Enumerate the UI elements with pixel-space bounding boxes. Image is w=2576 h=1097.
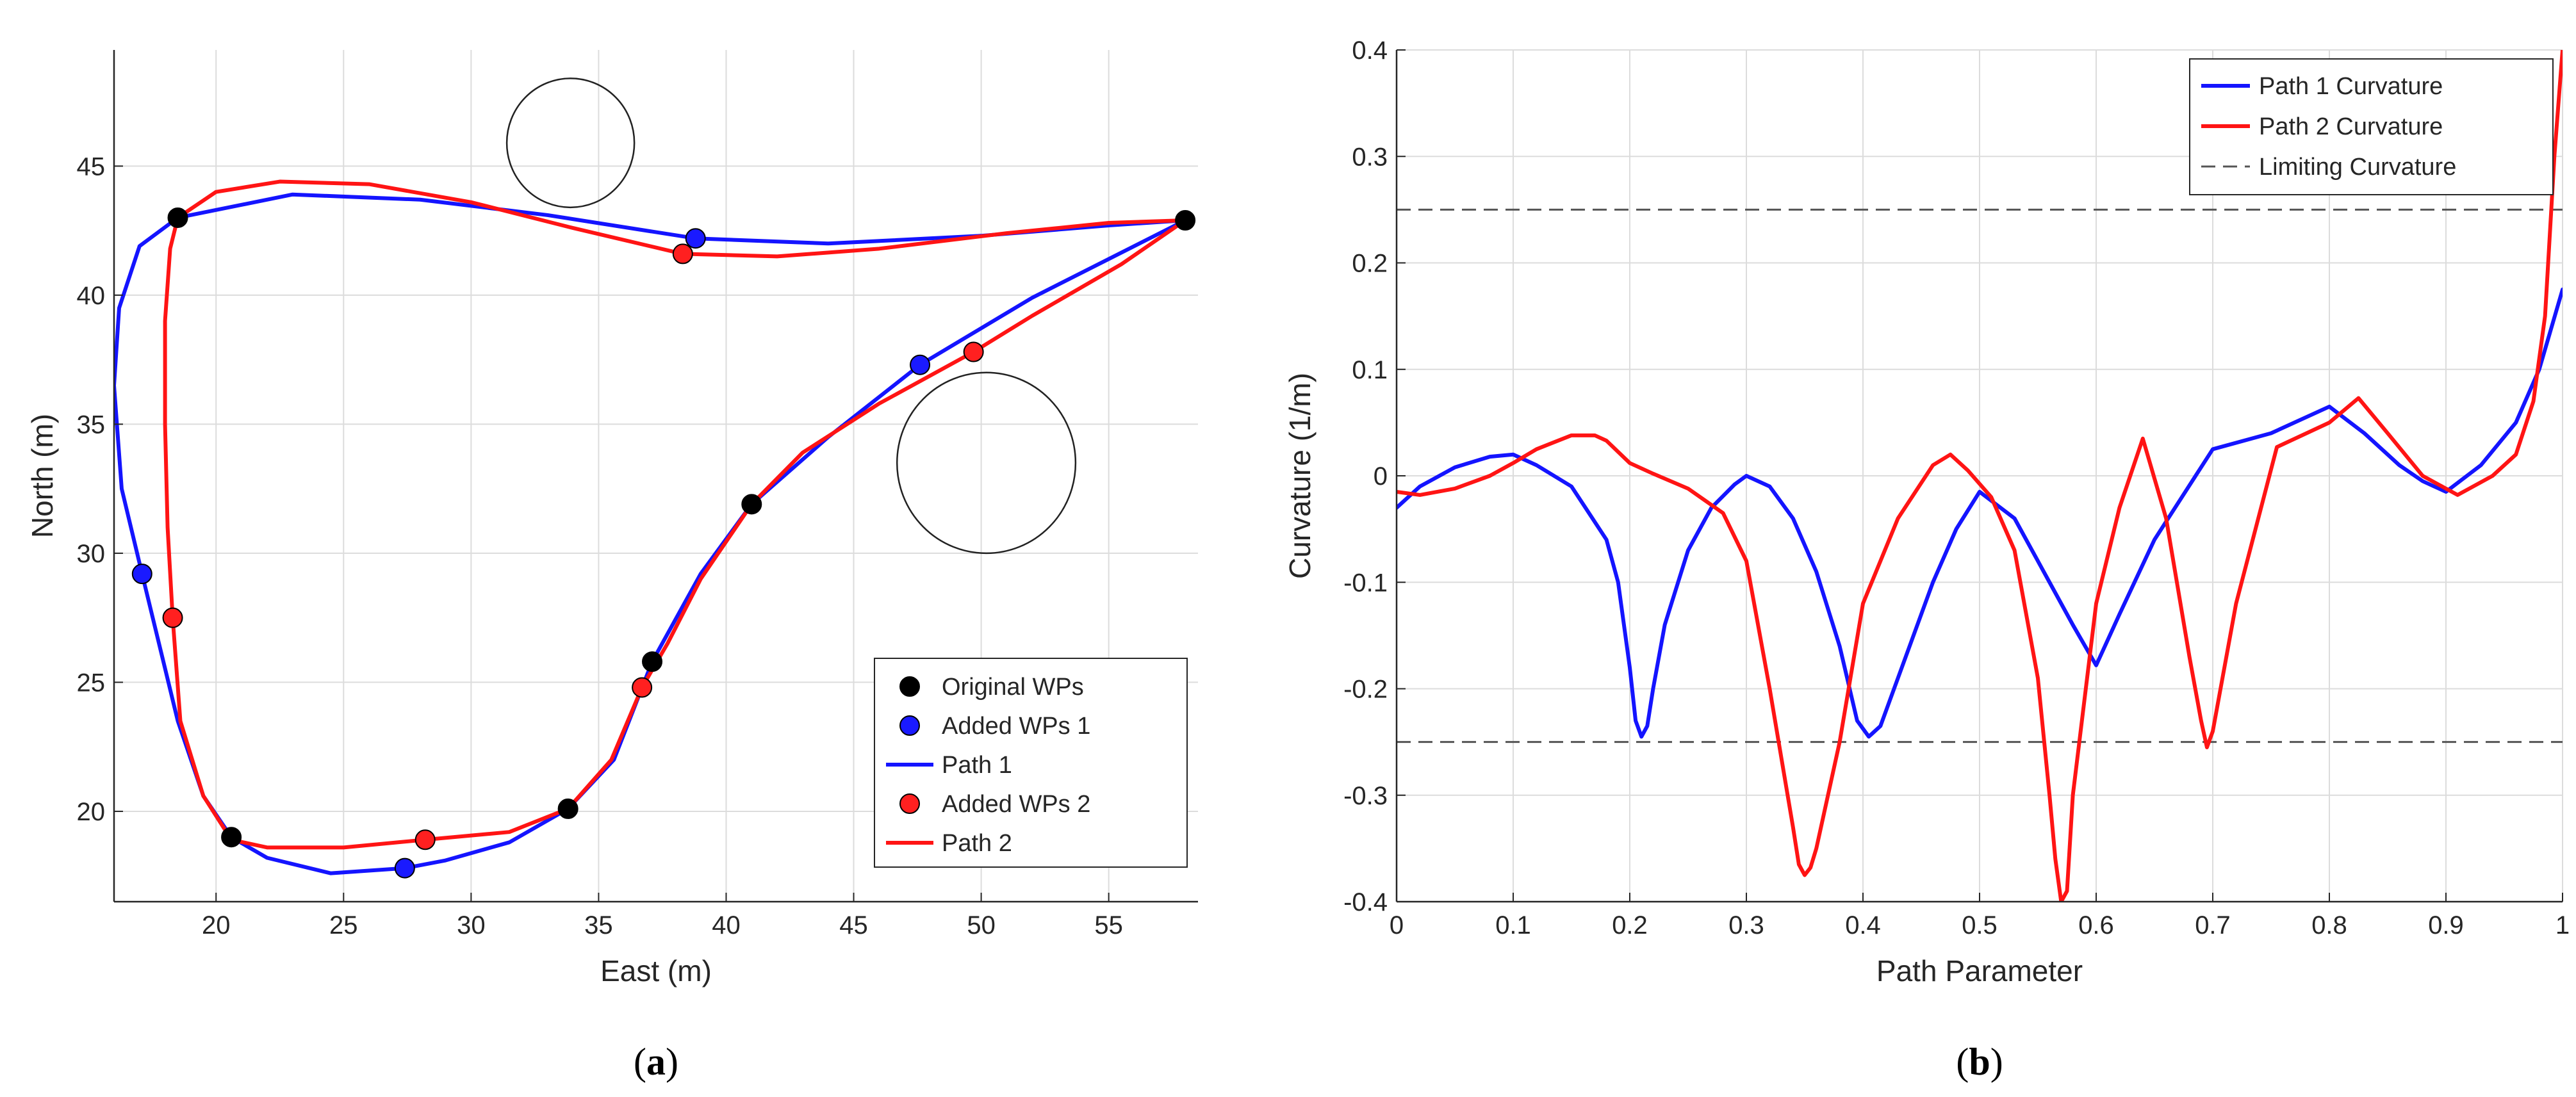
- added-wps-2-point: [632, 677, 653, 698]
- legend-marker-original-wps: [899, 676, 920, 697]
- panel-a-x-tick-label: 50: [967, 911, 996, 939]
- original-wps-point: [167, 207, 188, 228]
- path-1-curvature-line: [1397, 288, 2563, 739]
- added-wps-1-point: [394, 857, 415, 879]
- original-wps-point: [642, 651, 663, 672]
- panel-b-curvature-chart: 0 0.1 0.2 0.3 0.4 0.5 0.6 0.7 0.8 0.9 1 -0.4 -0.3 -0.…: [1283, 37, 2570, 1083]
- legend-label-path-2-curvature: Path 2 Curvature: [2259, 113, 2443, 140]
- panel-a-x-tick-label: 30: [457, 911, 486, 939]
- legend-marker-added-wps-2: [899, 793, 920, 814]
- obstacle-2-circle: [896, 371, 1077, 555]
- panel-b-x-tick-label: 0.9: [2428, 911, 2464, 939]
- original-wps-point: [1175, 210, 1196, 231]
- path-2-curvature-line: [1397, 50, 2563, 902]
- panel-a-y-tick-label: 25: [77, 669, 106, 697]
- panel-b-caption: (b): [1956, 1041, 2003, 1083]
- added-wps-1-point: [131, 564, 152, 585]
- panel-b-y-tick-label: 0.4: [1352, 37, 1388, 65]
- panel-b-y-tick-label: 0.3: [1352, 143, 1388, 171]
- panel-b-y-tick-label: 0: [1374, 462, 1388, 491]
- panel-a-y-tick-label: 35: [77, 410, 106, 439]
- panel-a-x-tick-label: 35: [584, 911, 613, 939]
- panel-a-x-tick-label: 20: [202, 911, 231, 939]
- panel-a-y-tick-label: 20: [77, 798, 106, 826]
- original-wps-point: [741, 494, 762, 515]
- panel-a-x-tick-label: 25: [329, 911, 358, 939]
- panel-b-x-tick-label: 1: [2555, 911, 2570, 939]
- added-wps-2-point: [672, 243, 693, 264]
- panel-a-trajectory-chart: 20 25 30 35 40 45 50 55 20 25 30 35 40 45 East (m) No…: [26, 50, 1198, 1083]
- panel-a-ticks: 20 25 30 35 40 45 50 55 20 25 30 35 40 45: [77, 152, 1123, 939]
- panel-a-x-axis-label: East (m): [600, 954, 712, 987]
- original-wps-point: [221, 827, 242, 848]
- panel-a-axes: [113, 50, 1198, 903]
- panel-a-legend: Original WPs Added WPs 1 Path 1 Added WP…: [874, 658, 1188, 868]
- panel-a-y-tick-label: 45: [77, 152, 106, 181]
- added-wps-2-point: [162, 607, 183, 628]
- added-wps-1-point: [910, 354, 931, 375]
- legend-label-added-wps-1: Added WPs 1: [942, 713, 1090, 740]
- panel-a-caption: (a): [634, 1041, 678, 1083]
- legend-label-path-2: Path 2: [942, 830, 1012, 857]
- legend-label-original-wps: Original WPs: [942, 674, 1084, 701]
- legend-marker-added-wps-1: [899, 715, 920, 736]
- panel-b-x-tick-label: 0.5: [1962, 911, 1998, 939]
- legend-label-added-wps-2: Added WPs 2: [942, 791, 1090, 818]
- panel-a-x-tick-label: 55: [1094, 911, 1123, 939]
- panel-b-legend-box: [2189, 58, 2554, 195]
- panel-a-x-tick-label: 40: [712, 911, 741, 939]
- panel-b-y-tick-label: 0.2: [1352, 250, 1388, 278]
- panel-b-ticks: 0 0.1 0.2 0.3 0.4 0.5 0.6 0.7 0.8 0.9 1 -0.4 -0.3 -0.…: [1343, 37, 2570, 939]
- panel-b-x-tick-label: 0.7: [2195, 911, 2231, 939]
- panel-b-x-tick-label: 0.1: [1495, 911, 1531, 939]
- panel-b-x-tick-label: 0.6: [2078, 911, 2114, 939]
- panel-a-x-tick-label: 45: [839, 911, 868, 939]
- panel-b-y-axis-label: Curvature (1/m): [1283, 373, 1317, 579]
- panel-a-paths: [114, 179, 1188, 875]
- panel-b-y-tick-label: 0.1: [1352, 356, 1388, 384]
- panel-b-y-tick-label: -0.4: [1343, 888, 1388, 916]
- panel-b-legend: Path 1 Curvature Path 2 Curvature Limiti…: [2189, 58, 2554, 195]
- original-wps-point: [557, 798, 578, 819]
- panel-b-series: [1397, 50, 2563, 902]
- panel-b-x-axis-label: Path Parameter: [1876, 954, 2083, 987]
- panel-a-obstacles: [505, 77, 1077, 555]
- panel-b-x-tick-label: 0: [1390, 911, 1404, 939]
- panel-b-x-tick-label: 0.8: [2311, 911, 2347, 939]
- added-wps-2-point: [963, 341, 984, 362]
- panel-b-y-tick-label: -0.2: [1343, 676, 1388, 704]
- added-wps-1-point: [685, 228, 706, 249]
- panel-b-x-tick-label: 0.4: [1845, 911, 1881, 939]
- legend-label-path-1: Path 1: [942, 752, 1012, 779]
- panel-a-y-tick-label: 40: [77, 282, 106, 310]
- added-wps-2-point: [414, 829, 436, 850]
- path-2-line: [163, 179, 1188, 850]
- panel-b-x-tick-label: 0.2: [1612, 911, 1648, 939]
- legend-label-path-1-curvature: Path 1 Curvature: [2259, 73, 2443, 100]
- obstacle-1-circle: [505, 77, 636, 209]
- panel-a-y-tick-label: 30: [77, 540, 106, 568]
- panel-b-y-tick-label: -0.3: [1343, 782, 1388, 810]
- panel-a-waypoints: [131, 207, 1196, 879]
- panel-a-y-axis-label: North (m): [26, 414, 59, 538]
- panel-b-x-tick-label: 0.3: [1728, 911, 1764, 939]
- panel-b-y-tick-label: -0.1: [1343, 569, 1388, 597]
- legend-label-limiting-curvature: Limiting Curvature: [2259, 154, 2456, 181]
